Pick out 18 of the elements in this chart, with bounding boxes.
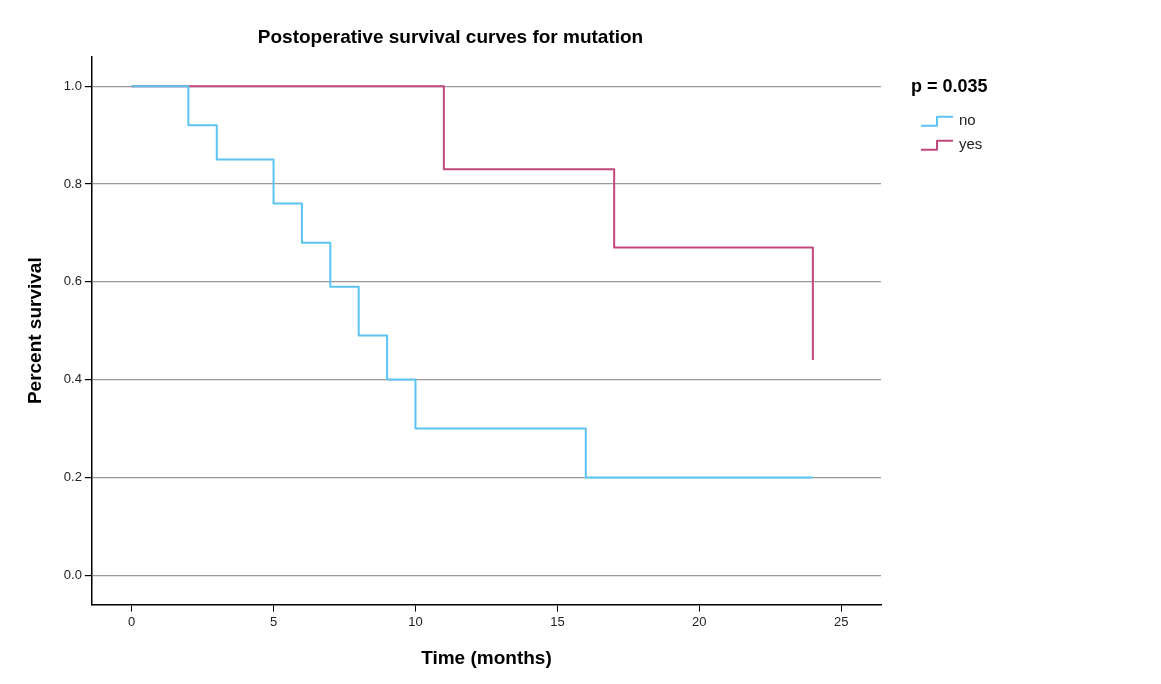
y-tick-label: 0.2 (63, 469, 82, 485)
chart-title: Postoperative survival curves for mutation (257, 25, 644, 47)
y-tick-label: 0.4 (63, 371, 82, 387)
y-tick-label: 0.8 (63, 175, 82, 191)
y-tick-label: 1.0 (63, 77, 82, 93)
x-tick-label: 10 (408, 613, 423, 629)
y-tick-label: 0.6 (63, 273, 82, 289)
x-axis-title: Time (months) (421, 646, 552, 668)
x-tick-label: 25 (834, 613, 849, 629)
legend-label: yes (959, 134, 983, 152)
x-tick-label: 5 (269, 613, 278, 629)
x-tick-label: 20 (692, 613, 707, 629)
y-axis-title: Percent survival (23, 257, 45, 405)
legend-label: no (959, 110, 976, 128)
y-tick-label: 0.0 (63, 566, 82, 582)
x-tick-label: 15 (550, 613, 565, 629)
x-tick-label: 0 (127, 613, 136, 629)
legend-title: p = 0.035 (911, 75, 988, 96)
